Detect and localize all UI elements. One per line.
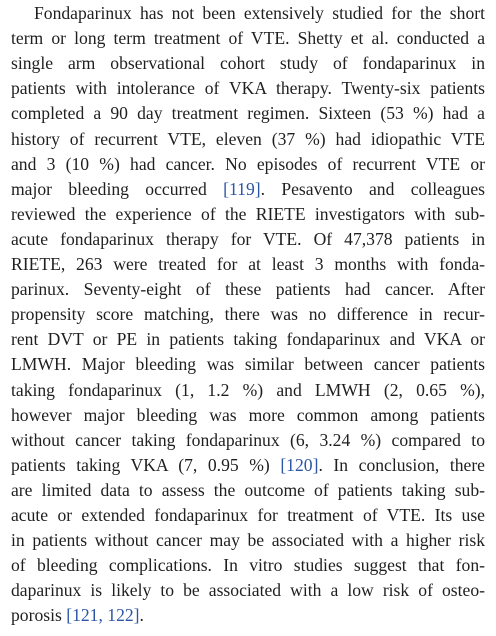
paragraph-text: patients with intolerance of VKA therapy… — [11, 78, 485, 99]
paragraph-line: single arm observational cohort study of… — [11, 50, 485, 76]
paragraph-text: completed a 90 day treatment regimen. Si… — [11, 103, 485, 124]
paragraph-text: . — [139, 605, 144, 626]
paragraph-line: LMWH. Major bleeding was similar between… — [11, 351, 485, 377]
paragraph-line: patients with intolerance of VKA therapy… — [11, 75, 485, 101]
paragraph-text: parinux. Seventy-eight of these patients… — [11, 279, 485, 300]
paragraph-line: Fondaparinux has not been extensively st… — [34, 0, 485, 26]
paragraph-line: daparinux is likely to be associated wit… — [11, 577, 485, 603]
paragraph-line: in patients without cancer may be associ… — [11, 527, 485, 553]
citation-link[interactable]: [120] — [280, 454, 319, 475]
paragraph-text: single arm observational cohort study of… — [11, 53, 485, 74]
paragraph-line: without cancer taking fondaparinux (6, 3… — [11, 427, 485, 453]
paragraph-text: and 3 (10 %) had cancer. No episodes of … — [11, 153, 485, 174]
paragraph-text: reviewed the experience of the RIETE inv… — [11, 203, 485, 224]
paragraph-text: rent DVT or PE in patients taking fondap… — [11, 329, 485, 350]
paragraph-line: are limited data to assess the outcome o… — [11, 477, 485, 503]
paragraph-line: history of recurrent VTE, eleven (37 %) … — [11, 126, 485, 152]
paragraph-text: LMWH. Major bleeding was similar between… — [11, 354, 485, 375]
paragraph-text: porosis — [11, 605, 67, 626]
citation-link[interactable]: [121, 122] — [66, 605, 140, 626]
paragraph-text: RIETE, 263 were treated for at least 3 m… — [11, 254, 485, 274]
paragraph-text: acute or extended fondaparinux for treat… — [11, 505, 485, 525]
paragraph-line: porosis [121, 122]. — [11, 602, 485, 628]
paragraph-text: in patients without cancer may be associ… — [11, 530, 485, 551]
paragraph-line: however major bleeding was more common a… — [11, 402, 485, 428]
paragraph-text: . Pesavento and colleagues — [260, 178, 485, 199]
paragraph-text: . In conclusion, there — [318, 454, 485, 475]
paragraph-text: history of recurrent VTE, eleven (37 %) … — [11, 128, 485, 149]
paragraph-line: reviewed the experience of the RIETE inv… — [11, 201, 485, 227]
paragraph-text: taking fondaparinux (1, 1.2 %) and LMWH … — [11, 379, 485, 400]
paragraph-text: patients taking VKA (7, 0.95 %) — [11, 454, 281, 475]
paragraph-line: of bleeding complications. In vitro stud… — [11, 552, 485, 578]
paragraph-text: daparinux is likely to be associated wit… — [11, 580, 485, 601]
paragraph-line: propensity score matching, there was no … — [11, 301, 485, 327]
paragraph-text: without cancer taking fondaparinux (6, 3… — [11, 429, 485, 450]
paragraph-line: completed a 90 day treatment regimen. Si… — [11, 100, 485, 126]
paragraph-line: taking fondaparinux (1, 1.2 %) and LMWH … — [11, 377, 485, 403]
paragraph-text: of bleeding complications. In vitro stud… — [11, 555, 485, 576]
paragraph-line: and 3 (10 %) had cancer. No episodes of … — [11, 151, 485, 177]
paragraph-text: propensity score matching, there was no … — [11, 304, 485, 325]
paragraph-line: major bleeding occurred [119]. Pesavento… — [11, 176, 485, 202]
paragraph-text: however major bleeding was more common a… — [11, 404, 485, 425]
paragraph-line: patients taking VKA (7, 0.95 %) [120]. I… — [11, 452, 485, 478]
paragraph-text: acute fondaparinux therapy for VTE. Of 4… — [11, 228, 485, 249]
paragraph-line: RIETE, 263 were treated for at least 3 m… — [11, 251, 485, 277]
citation-link[interactable]: [119] — [223, 178, 261, 199]
paragraph-line: acute fondaparinux therapy for VTE. Of 4… — [11, 226, 485, 252]
paragraph-text: major bleeding occurred — [11, 178, 224, 199]
paragraph-text: Fondaparinux has not been extensively st… — [34, 3, 485, 23]
paragraph-text: term or long term treatment of VTE. Shet… — [11, 28, 485, 49]
paragraph-line: rent DVT or PE in patients taking fondap… — [11, 326, 485, 352]
paragraph-line: parinux. Seventy-eight of these patients… — [11, 276, 485, 302]
paragraph-line: term or long term treatment of VTE. Shet… — [11, 25, 485, 51]
paragraph-line: acute or extended fondaparinux for treat… — [11, 502, 485, 528]
paragraph-text: are limited data to assess the outcome o… — [11, 479, 485, 500]
